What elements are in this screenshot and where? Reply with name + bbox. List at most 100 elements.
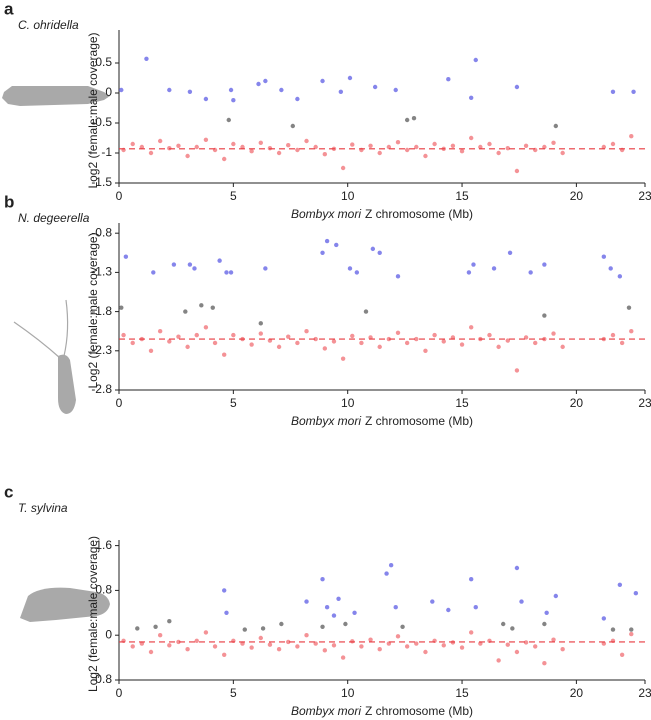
data-point (340, 655, 346, 660)
y-axis-label: Log2 (female:male coverage) (86, 536, 100, 692)
data-point (629, 631, 634, 637)
data-point (258, 321, 263, 326)
data-point (519, 599, 524, 604)
data-point (212, 644, 218, 649)
x-tick-label: 0 (116, 396, 123, 410)
x-axis-label-rest: Z chromosome (Mb) (365, 414, 473, 428)
y-tick-label: 0 (105, 85, 112, 99)
data-point (386, 144, 392, 150)
data-point (203, 137, 209, 142)
data-point (258, 140, 263, 145)
data-point (222, 588, 227, 593)
data-point (610, 141, 616, 147)
species-label: T. sylvina (18, 501, 68, 515)
data-point (320, 78, 325, 84)
data-point (334, 242, 339, 248)
data-point (249, 645, 254, 650)
data-point (542, 313, 547, 318)
data-point (276, 647, 282, 652)
data-point (395, 140, 401, 145)
data-point (542, 621, 547, 627)
data-point (388, 563, 394, 568)
x-tick-label: 10 (341, 686, 355, 700)
data-point (249, 149, 254, 154)
data-point (224, 270, 229, 275)
data-point (295, 340, 300, 346)
x-axis-label-rest: Z chromosome (Mb) (365, 207, 473, 221)
y-tick-label: -2.3 (91, 343, 112, 357)
data-point (400, 624, 405, 629)
data-point (187, 262, 193, 267)
data-point (514, 168, 520, 174)
data-point (130, 340, 135, 346)
data-point (363, 309, 369, 314)
data-point (610, 89, 616, 95)
data-point (468, 630, 474, 635)
data-point (478, 144, 483, 150)
data-point (404, 147, 410, 153)
data-point (414, 641, 419, 646)
data-point (430, 599, 435, 604)
data-point (466, 270, 472, 275)
data-point (231, 141, 236, 147)
x-axis-label-rest: Z chromosome (Mb) (365, 704, 473, 718)
data-point (617, 274, 623, 279)
data-point (459, 645, 465, 650)
data-point (423, 153, 428, 159)
data-point (263, 266, 268, 271)
data-point (510, 626, 515, 631)
data-point (157, 633, 163, 638)
data-point (633, 591, 639, 596)
data-point (144, 56, 149, 61)
x-tick-label: 5 (230, 396, 237, 410)
data-point (404, 340, 410, 346)
data-point (377, 150, 382, 156)
data-point (393, 605, 398, 610)
data-point (320, 250, 325, 255)
data-point (304, 328, 309, 334)
data-point (468, 95, 474, 101)
data-point (203, 630, 209, 635)
x-tick-label: 15 (455, 686, 469, 700)
data-point (130, 141, 135, 147)
data-point (411, 116, 417, 121)
data-point (404, 644, 410, 649)
y-axis-label: Log2 (female:male coverage) (86, 232, 100, 388)
data-point (231, 98, 236, 103)
x-axis-label: Bombyx mori Z chromosome (Mb) (291, 704, 473, 718)
data-point (336, 596, 341, 601)
data-point (610, 627, 616, 632)
data-point (368, 637, 373, 642)
data-point (153, 624, 158, 629)
data-point (473, 605, 478, 610)
data-point (194, 638, 199, 643)
x-tick-label: 15 (455, 189, 469, 203)
data-point (343, 621, 348, 627)
data-point (468, 577, 474, 582)
data-point (441, 643, 446, 648)
data-point (222, 652, 227, 657)
data-point (359, 644, 364, 649)
data-point (119, 87, 124, 93)
y-tick-label: -0.5 (91, 115, 112, 129)
data-point (176, 639, 181, 645)
data-point (322, 648, 328, 653)
data-point (228, 270, 234, 275)
data-point (304, 138, 309, 144)
data-point (404, 117, 410, 123)
data-point (631, 89, 636, 95)
data-point (119, 305, 124, 310)
data-point (313, 336, 318, 342)
data-point (377, 250, 382, 255)
data-point (258, 635, 263, 641)
data-point (544, 610, 549, 615)
data-point (551, 140, 556, 145)
data-point (338, 89, 344, 95)
data-point (496, 344, 501, 350)
data-point (194, 144, 199, 150)
data-point (377, 647, 382, 652)
data-point (496, 150, 501, 156)
data-point (183, 309, 188, 314)
data-point (350, 142, 355, 147)
data-point (528, 270, 533, 275)
